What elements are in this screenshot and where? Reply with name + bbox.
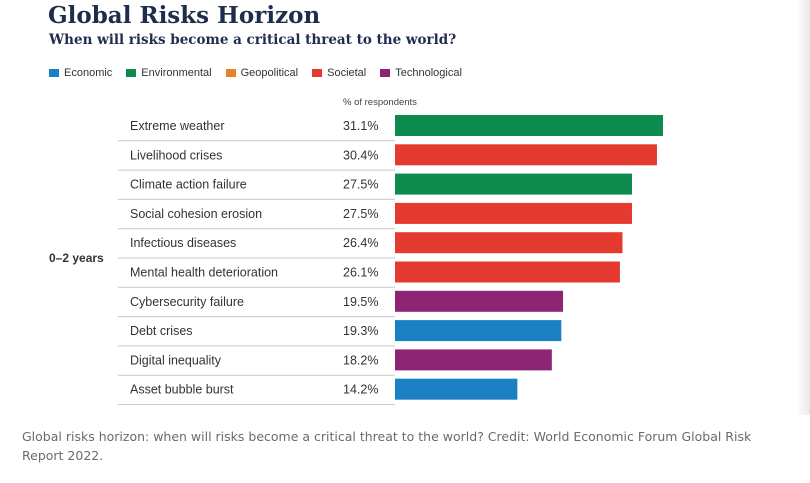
legend-label: Societal: [327, 67, 367, 79]
legend-item-environmental: Environmental: [126, 67, 212, 79]
bar: [395, 378, 518, 400]
legend-item-geopolitical: Geopolitical: [225, 67, 299, 79]
time-horizon-label: 0–2 years: [49, 251, 104, 265]
image-caption: Global risks horizon: when will risks be…: [22, 429, 752, 463]
category-label: Asset bubble burst: [130, 383, 234, 397]
bar: [395, 115, 663, 136]
category-label: Social cohesion erosion: [130, 207, 262, 221]
legend-swatch: [126, 69, 137, 77]
category-label: Cybersecurity failure: [130, 295, 244, 309]
value-label: 27.5%: [343, 178, 378, 192]
value-label: 19.3%: [343, 324, 378, 338]
legend-item-economic: Economic: [49, 67, 112, 79]
legend-swatch: [225, 69, 236, 77]
bar: [395, 173, 632, 195]
bar: [395, 232, 623, 254]
chart-panel: Global Risks Horizon When will risks bec…: [48, 0, 810, 415]
legend-label: Geopolitical: [240, 67, 299, 79]
value-label: 26.1%: [343, 266, 378, 280]
bar: [395, 320, 562, 342]
value-label: 30.4%: [343, 148, 378, 162]
legend: Economic Environmental Geopolitical Societa…: [49, 66, 476, 80]
legend-swatch: [312, 69, 323, 77]
category-label: Mental health deterioration: [130, 266, 278, 280]
bar: [395, 349, 552, 371]
value-label: 14.2%: [343, 383, 378, 397]
legend-label: Environmental: [141, 67, 212, 79]
value-label: 26.4%: [343, 236, 378, 250]
value-label: 19.5%: [343, 295, 378, 309]
category-label: Livelihood crises: [130, 148, 222, 162]
chart-title: Global Risks Horizon: [48, 2, 321, 29]
legend-label: Technological: [395, 67, 462, 79]
value-header: % of respondents: [343, 97, 417, 108]
value-label: 27.5%: [343, 207, 378, 221]
category-label: Climate action failure: [130, 178, 247, 192]
category-label: Digital inequality: [130, 353, 222, 367]
legend-item-technological: Technological: [380, 67, 462, 79]
bar: [395, 202, 632, 224]
bar: [395, 261, 620, 283]
category-label: Infectious diseases: [130, 236, 236, 250]
bar-chart: % of respondents 0–2 years Extreme weather…: [49, 97, 663, 405]
value-label: 18.2%: [343, 353, 378, 367]
bar: [395, 144, 657, 166]
category-label: Debt crises: [130, 324, 193, 338]
legend-swatch: [380, 69, 391, 77]
bar: [395, 290, 564, 312]
legend-swatch: [49, 69, 59, 77]
category-label: Extreme weather: [130, 119, 224, 133]
legend-label: Economic: [64, 67, 113, 79]
value-label: 31.1%: [343, 119, 378, 133]
chart-subtitle: When will risks become a critical threat…: [49, 32, 457, 48]
legend-item-societal: Societal: [312, 67, 366, 79]
